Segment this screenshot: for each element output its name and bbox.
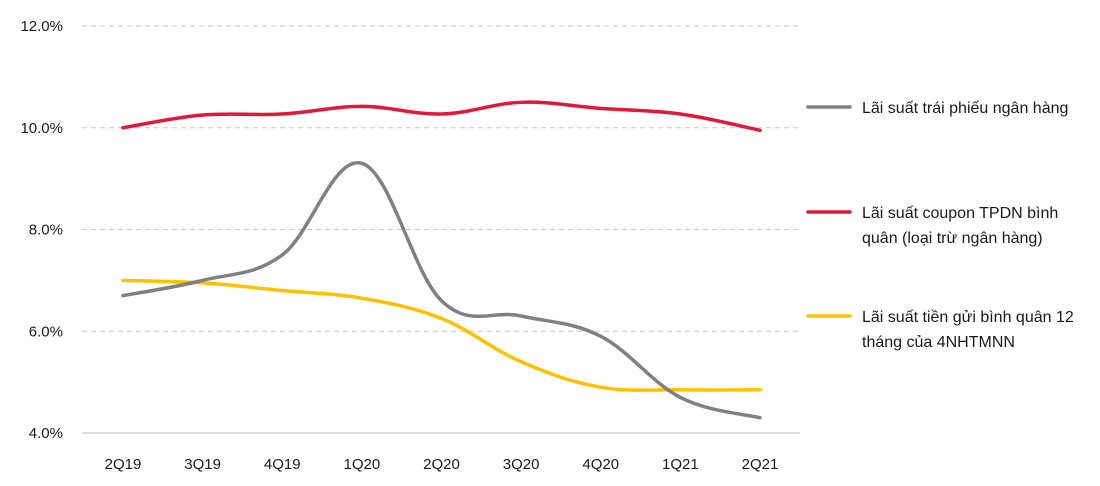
y-tick-label: 10.0%	[20, 120, 63, 137]
y-tick-label: 4.0%	[29, 425, 63, 442]
y-axis-ticks: 4.0% 6.0% 8.0% 10.0% 12.0%	[20, 18, 63, 442]
legend-label: Lãi suất coupon TPDN bình	[862, 205, 1058, 222]
x-tick-label: 3Q20	[503, 456, 540, 473]
series-line-1	[121, 161, 762, 420]
legend-label: tháng của 4NHTMNN	[862, 334, 1015, 351]
legend-label: quân (loại trừ ngân hàng)	[862, 230, 1043, 247]
legend-label: Lãi suất tiền gửi bình quân 12	[862, 309, 1074, 326]
series-line-2	[121, 100, 762, 133]
x-tick-label: 2Q19	[105, 456, 142, 473]
x-tick-label: 3Q19	[184, 456, 221, 473]
x-tick-label: 2Q21	[742, 456, 779, 473]
x-axis-ticks: 2Q19 3Q19 4Q19 1Q20 2Q20 3Q20 4Q20 1Q21 2Q21	[105, 456, 779, 473]
x-tick-label: 1Q21	[662, 456, 699, 473]
series-lines	[121, 100, 762, 420]
gridlines	[82, 25, 800, 332]
x-tick-label: 4Q20	[582, 456, 619, 473]
legend: Lãi suất trái phiếu ngân hàng Lãi suất co…	[806, 100, 1074, 351]
x-tick-label: 4Q19	[264, 456, 301, 473]
y-tick-label: 6.0%	[29, 323, 63, 340]
legend-label: Lãi suất trái phiếu ngân hàng	[862, 100, 1068, 117]
y-tick-label: 12.0%	[20, 18, 63, 35]
y-tick-label: 8.0%	[29, 222, 63, 239]
x-tick-label: 1Q20	[344, 456, 381, 473]
x-tick-label: 2Q20	[423, 456, 460, 473]
series-line-3	[121, 278, 762, 392]
